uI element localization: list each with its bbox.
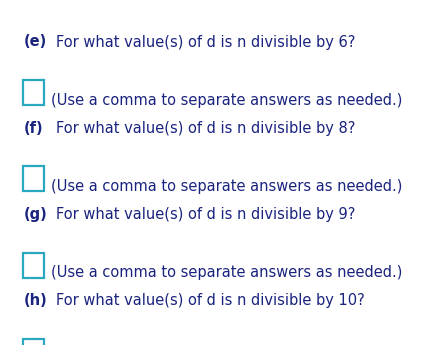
Text: For what value(s) of d is n divisible by 8?: For what value(s) of d is n divisible by… [55, 121, 354, 136]
Bar [23, 253, 44, 278]
Text: (Use a comma to separate answers as needed.): (Use a comma to separate answers as need… [51, 179, 402, 194]
Text: (h): (h) [23, 293, 47, 308]
Text: For what value(s) of d is n divisible by 9?: For what value(s) of d is n divisible by… [55, 207, 354, 222]
Text: For what value(s) of d is n divisible by 10?: For what value(s) of d is n divisible by… [55, 293, 363, 308]
Bar [23, 167, 44, 191]
Text: (Use a comma to separate answers as needed.): (Use a comma to separate answers as need… [51, 265, 402, 280]
Bar [23, 80, 44, 105]
Text: For what value(s) of d is n divisible by 6?: For what value(s) of d is n divisible by… [55, 34, 354, 49]
Text: (f): (f) [23, 121, 43, 136]
Text: (Use a comma to separate answers as needed.): (Use a comma to separate answers as need… [51, 93, 402, 108]
Text: (g): (g) [23, 207, 47, 222]
Bar [23, 339, 44, 345]
Text: (e): (e) [23, 34, 46, 49]
